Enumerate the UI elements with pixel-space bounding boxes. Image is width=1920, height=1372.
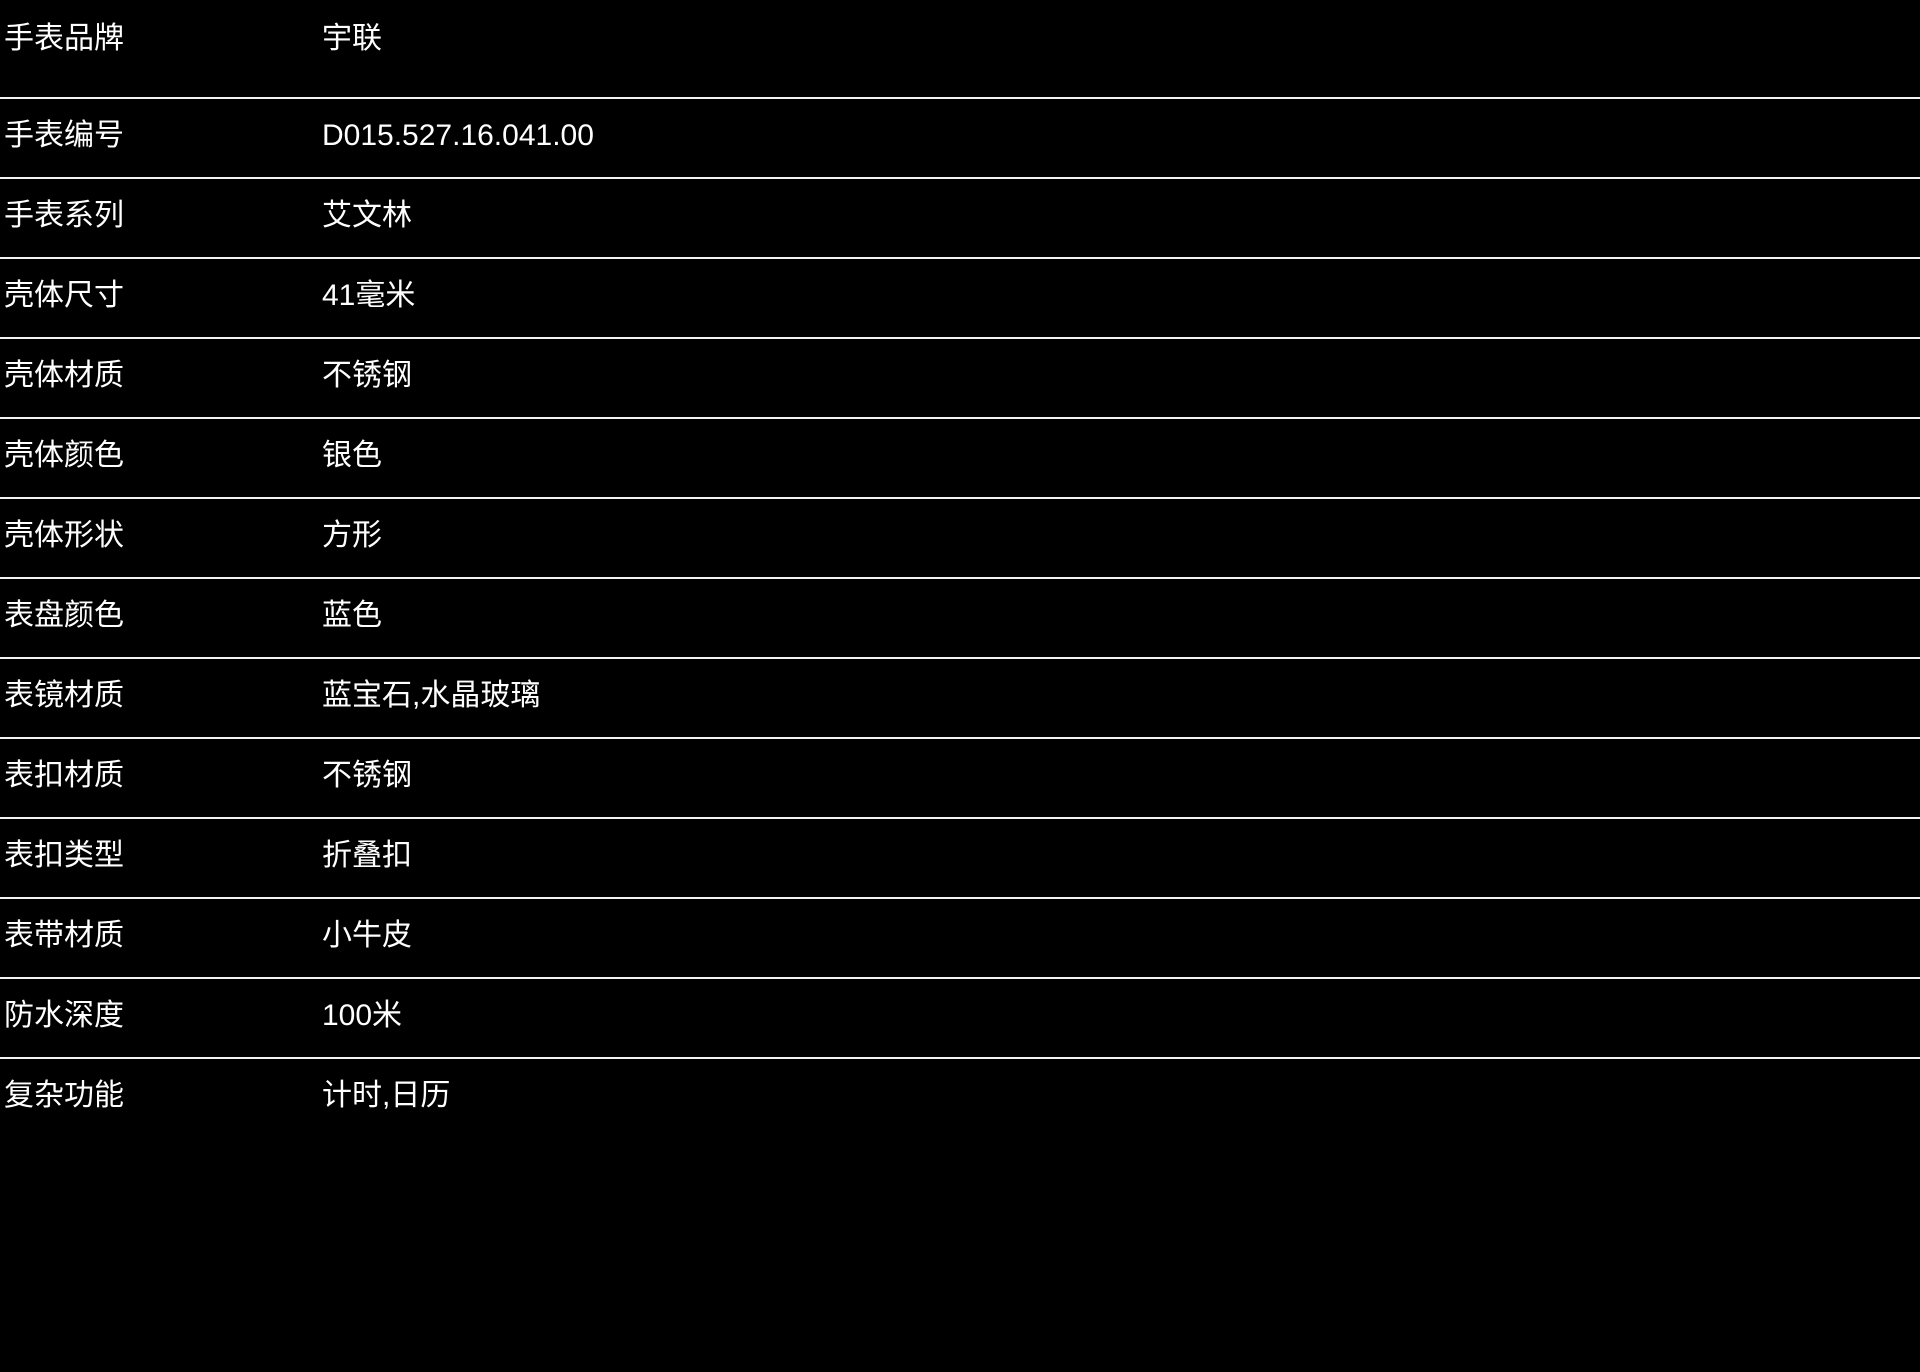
spec-value: 折叠扣 — [322, 839, 412, 872]
spec-row: 表镜材质 蓝宝石,水晶玻璃 — [0, 659, 1920, 739]
spec-value: 银色 — [322, 439, 382, 472]
spec-value: 不锈钢 — [322, 359, 412, 392]
spec-label: 手表品牌 — [4, 22, 124, 55]
spec-label: 壳体颜色 — [4, 439, 124, 472]
spec-value: 计时,日历 — [322, 1079, 451, 1112]
spec-value: 41毫米 — [322, 279, 416, 312]
spec-row: 表带材质 小牛皮 — [0, 899, 1920, 979]
spec-row: 壳体材质 不锈钢 — [0, 339, 1920, 419]
spec-value: 蓝宝石,水晶玻璃 — [322, 679, 541, 712]
spec-row: 复杂功能 计时,日历 — [0, 1059, 1920, 1154]
spec-label: 表镜材质 — [4, 679, 124, 712]
spec-row: 壳体尺寸 41毫米 — [0, 259, 1920, 339]
spec-label: 防水深度 — [4, 999, 124, 1032]
spec-value: 方形 — [322, 519, 382, 552]
spec-label: 表带材质 — [4, 919, 124, 952]
spec-label: 壳体尺寸 — [4, 279, 124, 312]
spec-value: 艾文林 — [322, 199, 412, 232]
spec-label: 壳体材质 — [4, 359, 124, 392]
spec-row: 表扣材质 不锈钢 — [0, 739, 1920, 819]
spec-value: D015.527.16.041.00 — [322, 119, 594, 152]
spec-value: 蓝色 — [322, 599, 382, 632]
spec-row: 手表编号 D015.527.16.041.00 — [0, 99, 1920, 179]
spec-label: 手表编号 — [4, 119, 124, 152]
spec-row: 表盘颜色 蓝色 — [0, 579, 1920, 659]
spec-row: 表扣类型 折叠扣 — [0, 819, 1920, 899]
spec-label: 复杂功能 — [4, 1079, 124, 1112]
spec-row: 防水深度 100米 — [0, 979, 1920, 1059]
spec-value: 100米 — [322, 999, 403, 1032]
spec-row: 手表系列 艾文林 — [0, 179, 1920, 259]
spec-row: 手表品牌 宇联 — [0, 0, 1920, 99]
spec-label: 表盘颜色 — [4, 599, 124, 632]
spec-value: 小牛皮 — [322, 919, 412, 952]
spec-value: 宇联 — [322, 22, 382, 55]
spec-label: 手表系列 — [4, 199, 124, 232]
spec-label: 表扣类型 — [4, 839, 124, 872]
spec-label: 壳体形状 — [4, 519, 124, 552]
watch-specification-table: 手表品牌 宇联手表编号 D015.527.16.041.00 手表系列 艾文林壳体尺寸 4… — [0, 0, 1920, 1154]
spec-value: 不锈钢 — [322, 759, 412, 792]
spec-row: 壳体颜色 银色 — [0, 419, 1920, 499]
spec-label: 表扣材质 — [4, 759, 124, 792]
spec-row: 壳体形状 方形 — [0, 499, 1920, 579]
